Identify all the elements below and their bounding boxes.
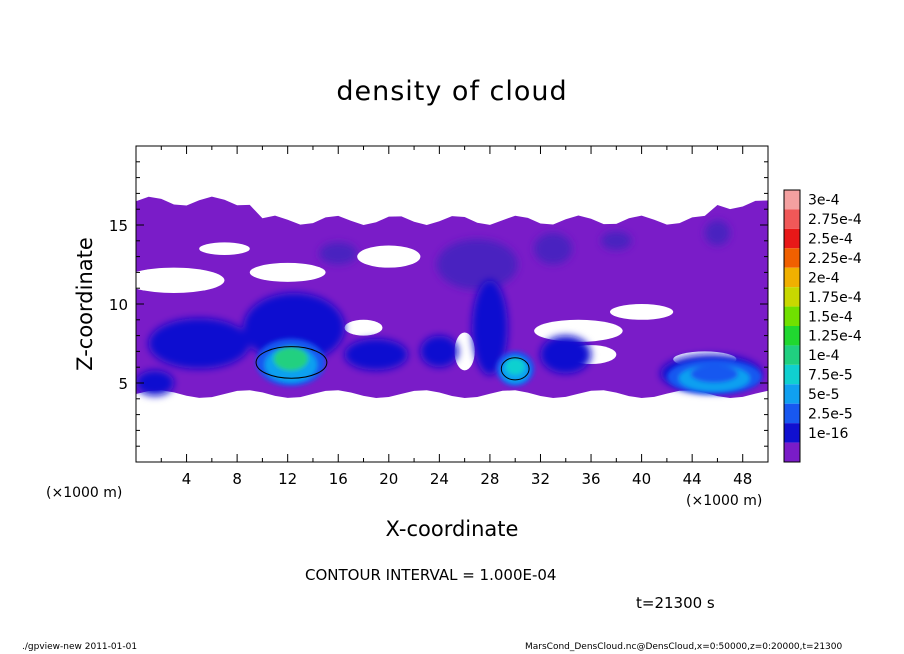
x-tick-label: 36 bbox=[581, 470, 600, 488]
y-axis-label: Z-coordinate bbox=[73, 237, 97, 371]
x-tick-label: 24 bbox=[430, 470, 449, 488]
upper-layer-texture bbox=[319, 220, 731, 290]
x-tick-label: 4 bbox=[182, 470, 192, 488]
y-tick-label: 5 bbox=[118, 375, 128, 393]
x-axis-label: X-coordinate bbox=[386, 517, 519, 541]
colorbar-label: 5e-5 bbox=[808, 387, 839, 403]
footer-program-date: ./gpview-new 2011-01-01 bbox=[22, 642, 138, 652]
footer-data-source: MarsCond_DensCloud.nc@DensCloud,x=0:5000… bbox=[525, 642, 843, 652]
density-field bbox=[136, 196, 768, 398]
x-tick-label: 32 bbox=[531, 470, 550, 488]
colorbar: 3e-4 2.75e-4 2.5e-4 2.25e-4 2e-4 1.75e-4 1.5e-… bbox=[783, 189, 862, 463]
x-tick-label: 12 bbox=[278, 470, 297, 488]
colorbar-swatch bbox=[784, 364, 800, 385]
colorbar-frame bbox=[783, 189, 801, 463]
colorbar-label: 1.25e-4 bbox=[808, 329, 862, 345]
colorbar-swatch bbox=[784, 384, 800, 404]
colorbar-swatch bbox=[784, 306, 800, 326]
colorbar-label: 1e-16 bbox=[808, 426, 848, 442]
colorbar-label: 2.5e-4 bbox=[808, 232, 853, 248]
colorbar-swatch bbox=[784, 267, 800, 288]
colorbar-swatch bbox=[784, 228, 800, 249]
colorbar-label: 1.5e-4 bbox=[808, 309, 853, 325]
region-core-near-x30 bbox=[496, 351, 535, 387]
colorbar-label: 2.25e-4 bbox=[808, 251, 862, 267]
time-label: t=21300 s bbox=[636, 594, 715, 612]
colorbar-label: 3e-4 bbox=[808, 193, 840, 209]
colorbar-swatch bbox=[784, 442, 800, 462]
colorbar-swatch bbox=[784, 423, 800, 443]
x-axis: 4 8 12 16 20 24 28 32 36 40 44 48 bbox=[160, 146, 752, 488]
y-tick-label: 15 bbox=[109, 217, 128, 235]
x-tick-label: 28 bbox=[480, 470, 499, 488]
colorbar-label: 7.5e-5 bbox=[808, 368, 853, 384]
colorbar-label: 2.75e-4 bbox=[808, 212, 862, 228]
colorbar-label: 1e-4 bbox=[808, 348, 840, 364]
x-tick-label: 20 bbox=[379, 470, 398, 488]
colorbar-swatch bbox=[784, 248, 800, 268]
x-tick-label: 44 bbox=[683, 470, 702, 488]
y-axis-unit: (×1000 m) bbox=[46, 485, 122, 501]
colorbar-swatch bbox=[784, 190, 800, 210]
contour-interval-label: CONTOUR INTERVAL = 1.000E-04 bbox=[305, 566, 557, 584]
x-tick-label: 48 bbox=[733, 470, 752, 488]
x-tick-label: 8 bbox=[232, 470, 242, 488]
colorbar-label: 1.75e-4 bbox=[808, 290, 862, 306]
y-tick-label: 10 bbox=[109, 296, 128, 314]
colorbar-swatch bbox=[784, 287, 800, 307]
colorbar-swatch bbox=[784, 345, 800, 365]
x-tick-label: 16 bbox=[329, 470, 348, 488]
region-core-near-x43 bbox=[666, 359, 762, 395]
chart-title: density of cloud bbox=[336, 76, 568, 107]
x-tick-label: 40 bbox=[632, 470, 651, 488]
y-axis: 5 10 15 bbox=[109, 161, 768, 447]
colorbar-swatch bbox=[784, 403, 800, 424]
colorbar-swatch bbox=[784, 326, 800, 346]
colorbar-label: 2e-4 bbox=[808, 270, 840, 286]
x-axis-unit: (×1000 m) bbox=[686, 493, 762, 509]
contour-line bbox=[500, 357, 530, 381]
contour-line bbox=[255, 346, 328, 379]
region-core-near-x12 bbox=[256, 338, 326, 387]
colorbar-swatch bbox=[784, 209, 800, 229]
colorbar-label: 2.5e-5 bbox=[808, 406, 853, 422]
